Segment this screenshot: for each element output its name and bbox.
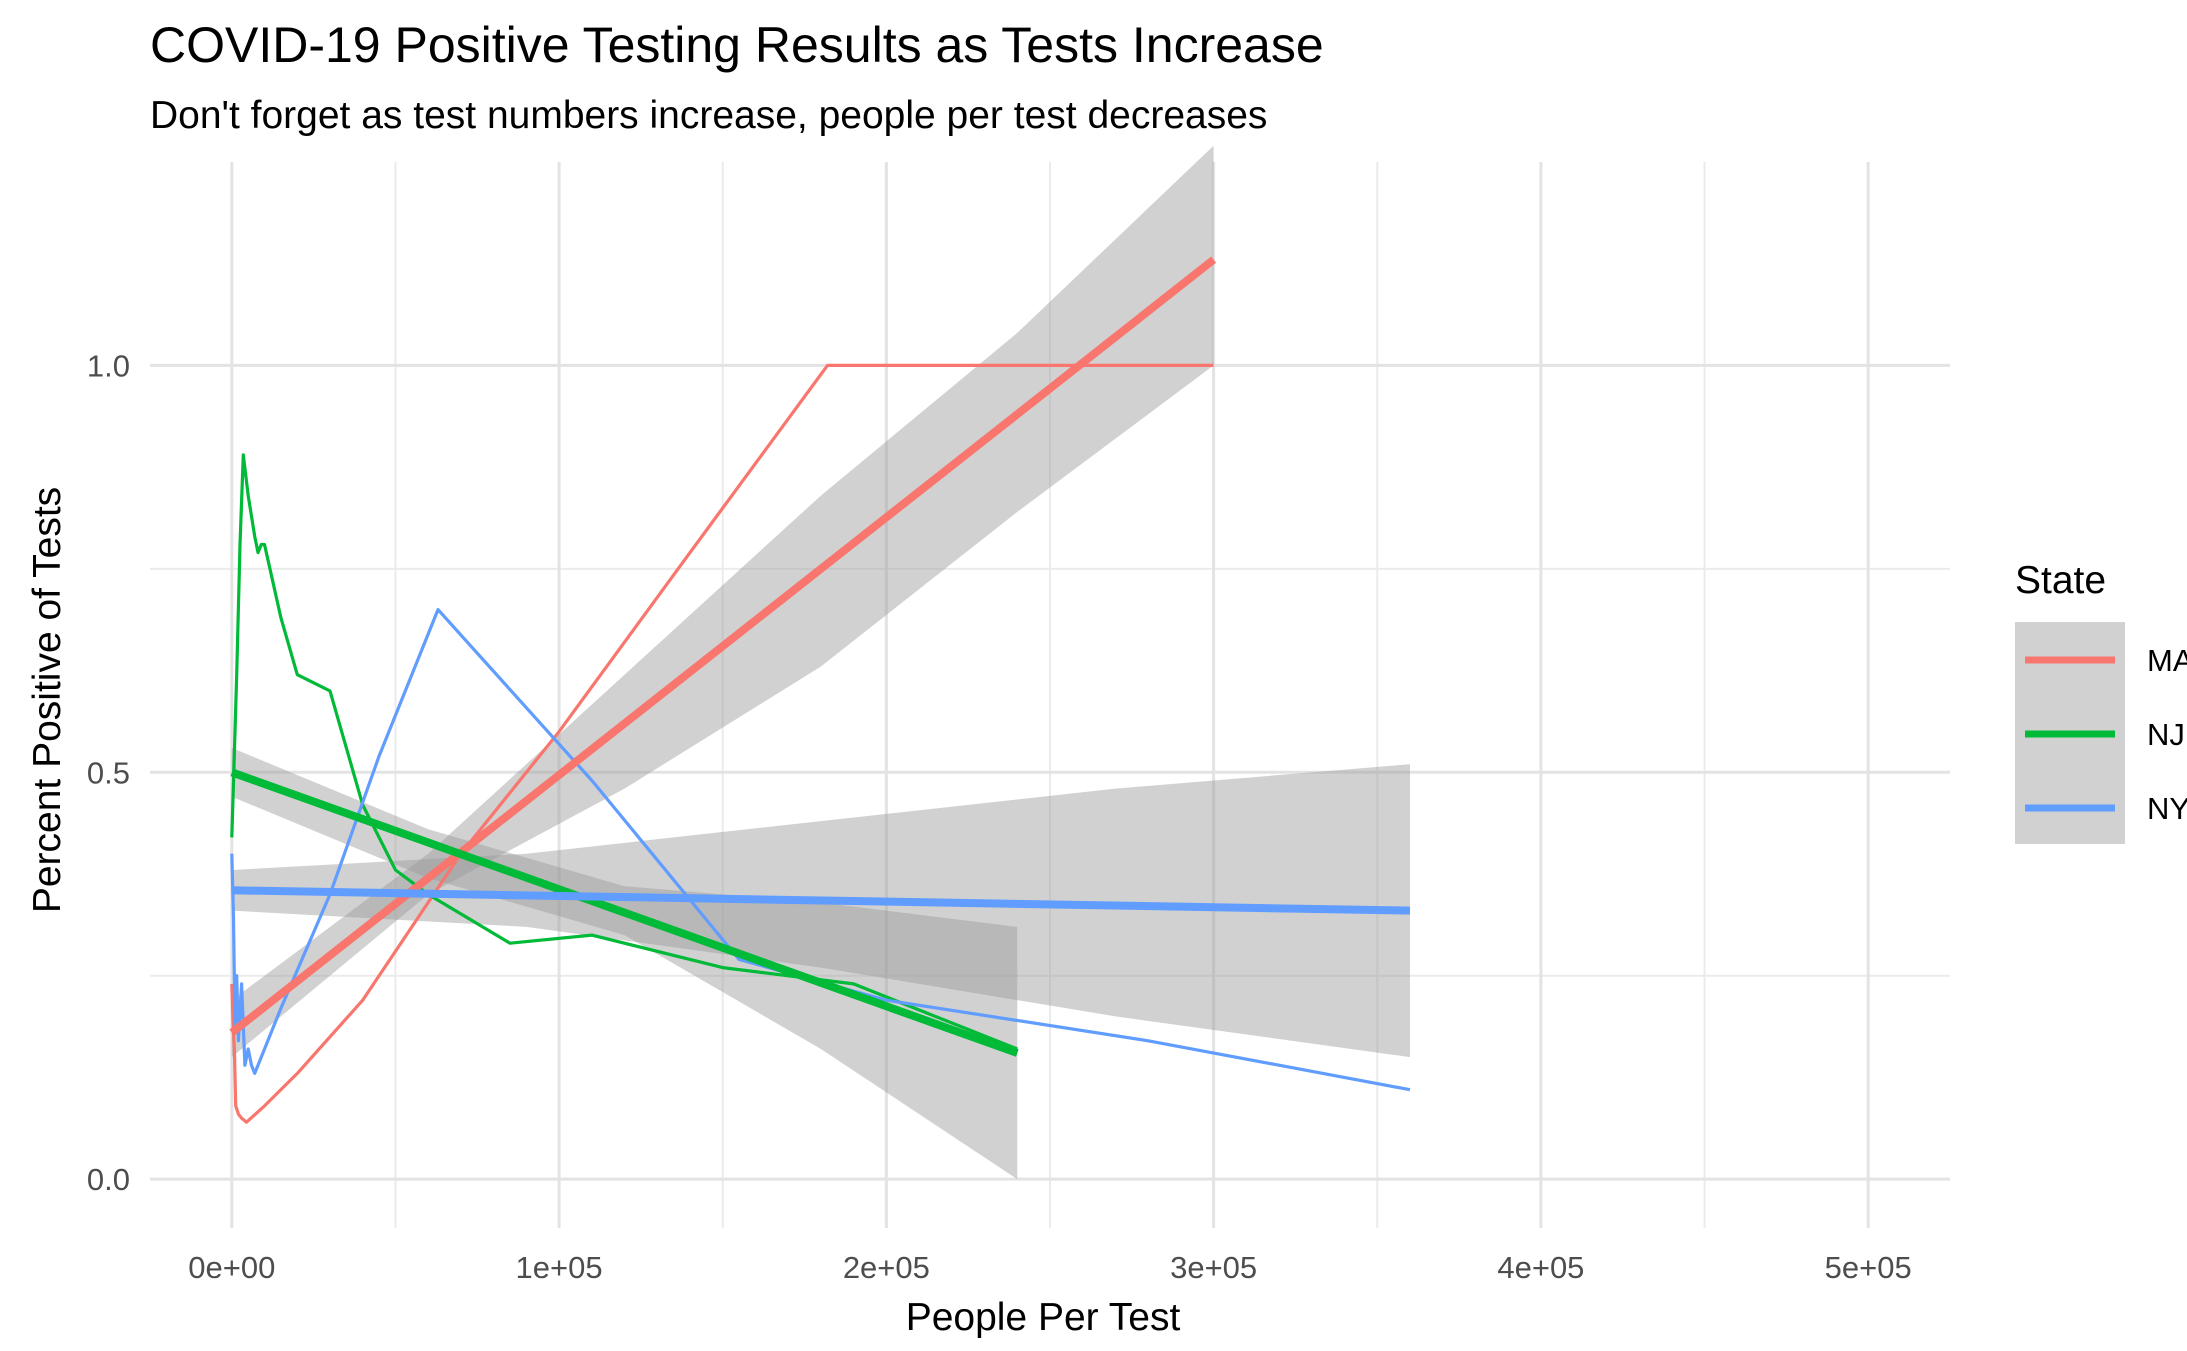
chart-subtitle: Don't forget as test numbers increase, p… <box>150 94 1267 137</box>
x-tick-label: 5e+05 <box>1825 1250 1912 1285</box>
trend-line-ma <box>229 256 1217 1036</box>
confidence-bands <box>231 145 1410 1180</box>
y-tick-label: 0.0 <box>87 1162 130 1197</box>
x-tick-label: 3e+05 <box>1170 1250 1257 1285</box>
legend-title: State <box>2015 559 2106 602</box>
legend-label-nj: NJ <box>2147 717 2185 752</box>
x-tick-label: 1e+05 <box>516 1250 603 1285</box>
x-axis-ticks: 0e+00 1e+05 2e+05 3e+05 4e+05 5e+05 <box>188 1250 1911 1285</box>
chart-title: COVID-19 Positive Testing Results as Tes… <box>150 17 1324 73</box>
y-tick-label: 1.0 <box>87 348 130 383</box>
trend-lines <box>229 256 1411 1057</box>
x-axis-title: People Per Test <box>906 1296 1181 1339</box>
data-lines <box>230 363 1411 1124</box>
series-line-ny <box>230 607 1411 1092</box>
trend-line-nj <box>230 768 1019 1057</box>
y-axis-title: Percent Positive of Tests <box>26 487 69 913</box>
legend: State MA NJ NY <box>2015 559 2187 844</box>
grid-minor <box>150 162 1950 1228</box>
y-tick-label: 0.5 <box>87 755 130 790</box>
legend-label-ny: NY <box>2147 791 2187 826</box>
grid-major <box>150 162 1950 1228</box>
confidence-band-nj <box>231 747 1018 1180</box>
series-line-ma <box>230 363 1214 1124</box>
x-tick-label: 2e+05 <box>843 1250 930 1285</box>
confidence-band-ma <box>231 145 1214 1058</box>
legend-label-ma: MA <box>2147 643 2187 678</box>
x-tick-label: 0e+00 <box>188 1250 275 1285</box>
confidence-band-ny <box>231 764 1410 1058</box>
y-axis-ticks: 0.0 0.5 1.0 <box>87 348 130 1197</box>
x-tick-label: 4e+05 <box>1497 1250 1584 1285</box>
series-line-nj <box>230 453 1018 1051</box>
trend-line-ny <box>231 886 1411 915</box>
